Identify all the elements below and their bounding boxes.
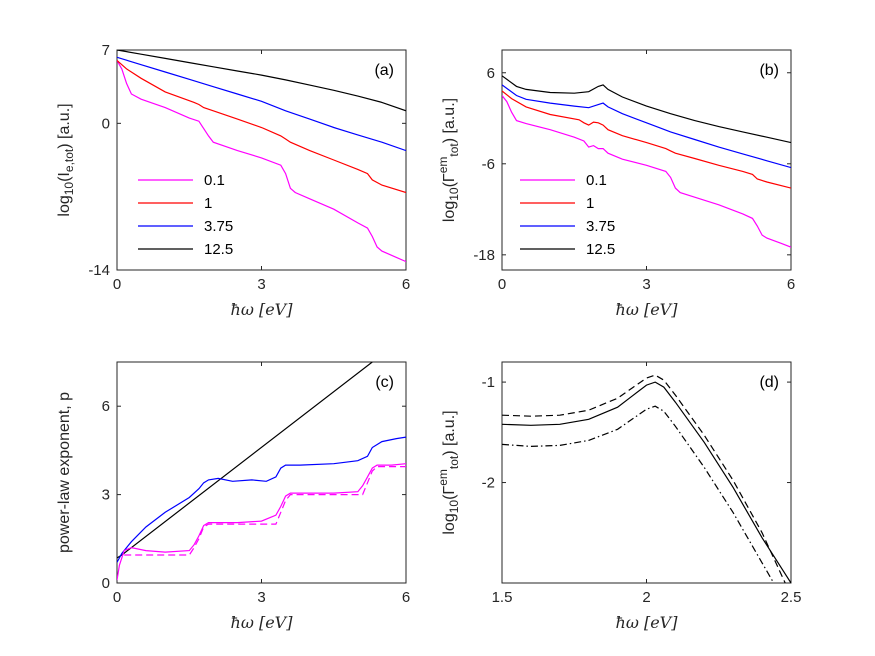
y-tick-label: 3 xyxy=(102,487,110,504)
y-label-part: ) [a.u.] xyxy=(441,410,458,455)
panel-d: 1.5 2 2.5 -1 -2 (d) ħω [eV] log10(Γemtot) [a.u.… xyxy=(436,361,802,632)
series-line-1 xyxy=(502,90,791,189)
x-tick-label: 3 xyxy=(257,589,265,606)
legend: 0.1 1 3.75 12.5 xyxy=(138,172,233,258)
series-line-12.5 xyxy=(117,362,373,559)
legend-label: 0.1 xyxy=(586,172,607,189)
y-tick-label: 7 xyxy=(102,42,110,59)
series-line-3.75 xyxy=(117,436,406,563)
series-line-12.5 xyxy=(117,50,406,112)
y-tick-label: -6 xyxy=(482,156,495,173)
y-label-part: 10 xyxy=(62,182,76,196)
x-tick-label: 2.5 xyxy=(781,589,802,606)
axes-box xyxy=(116,361,407,584)
x-tick-label: 6 xyxy=(402,589,410,606)
x-tick-label: 0 xyxy=(113,276,121,293)
y-label-part: (Γ xyxy=(441,173,458,187)
y-label-part: 10 xyxy=(447,187,461,201)
series-line-dashed xyxy=(502,374,786,583)
y-tick-label: -14 xyxy=(88,262,110,279)
y-axis-label: log10(Γemtot) [a.u.] xyxy=(436,410,461,534)
y-label-part: tot xyxy=(447,455,461,469)
legend-label: 1 xyxy=(586,195,594,212)
x-tick-label: 3 xyxy=(642,276,650,293)
y-label-part: ) [a.u.] xyxy=(56,103,73,148)
y-axis-label: power-law exponent, p xyxy=(56,392,73,553)
legend-label: 12.5 xyxy=(586,241,615,258)
x-tick-label: 6 xyxy=(402,276,410,293)
panel-c: 0 3 6 0 3 6 (c) ħω [eV] power-law exponent, p xyxy=(56,361,410,632)
y-label-part: (I xyxy=(56,172,73,182)
panel-label: (a) xyxy=(374,62,394,79)
y-tick-label: 0 xyxy=(102,115,110,132)
y-label-part: em xyxy=(436,157,450,174)
legend-label: 12.5 xyxy=(204,241,233,258)
y-axis-label: log10(Ie,tot) [a.u.] xyxy=(56,103,76,216)
y-tick-label: 6 xyxy=(487,65,495,82)
y-label-part: 10 xyxy=(447,500,461,514)
panel-b: 0 3 6 -18 -6 6 (b) ħω [eV] log10(Γemtot) [a.u.] 0… xyxy=(436,49,795,319)
y-label-part: tot xyxy=(447,143,461,157)
series-line-dash-dot xyxy=(502,405,775,583)
x-tick-label: 3 xyxy=(257,276,265,293)
legend-label: 3.75 xyxy=(586,218,615,235)
y-label-part: log xyxy=(441,201,458,222)
x-tick-label: 1.5 xyxy=(492,589,513,606)
axes-box xyxy=(501,49,792,271)
x-axis-label: ħω [eV] xyxy=(616,300,679,319)
y-tick-label: 0 xyxy=(102,575,110,592)
series-line-0.1-approx xyxy=(124,466,406,556)
axes-box xyxy=(501,361,792,584)
x-tick-label: 6 xyxy=(787,276,795,293)
panel-label: (b) xyxy=(759,62,779,79)
y-label-part: log xyxy=(441,513,458,534)
y-label-part: log xyxy=(56,195,73,216)
panel-label: (c) xyxy=(375,374,394,391)
panel-label: (d) xyxy=(759,374,779,391)
series-line-12.5 xyxy=(502,75,791,144)
legend-label: 0.1 xyxy=(204,172,225,189)
y-tick-label: -18 xyxy=(473,247,495,264)
legend-label: 1 xyxy=(204,195,212,212)
axes-box xyxy=(116,49,407,271)
y-label-part: (Γ xyxy=(441,486,458,500)
y-tick-label: -2 xyxy=(482,475,495,492)
y-tick-label: -1 xyxy=(482,374,495,391)
x-tick-label: 2 xyxy=(642,589,650,606)
y-label-part: e,tot xyxy=(62,148,76,172)
series-line-solid xyxy=(502,381,791,583)
series-line-0.1 xyxy=(502,95,791,248)
series-line-0.1 xyxy=(117,463,406,581)
x-tick-label: 0 xyxy=(113,589,121,606)
series-line-3.75 xyxy=(502,84,791,169)
legend-label: 3.75 xyxy=(204,218,233,235)
series-line-1 xyxy=(117,60,406,194)
legend: 0.1 1 3.75 12.5 xyxy=(520,172,615,258)
x-tick-label: 0 xyxy=(498,276,506,293)
y-label-part: ) [a.u.] xyxy=(441,98,458,143)
x-axis-label: ħω [eV] xyxy=(231,300,294,319)
series-line-0.1 xyxy=(117,60,406,263)
y-axis-label: log10(Γemtot) [a.u.] xyxy=(436,98,461,222)
series-line-3.75 xyxy=(117,56,406,152)
x-axis-label: ħω [eV] xyxy=(616,613,679,632)
x-axis-label: ħω [eV] xyxy=(231,613,294,632)
y-label-part: em xyxy=(436,469,450,486)
y-tick-label: 6 xyxy=(102,398,110,415)
